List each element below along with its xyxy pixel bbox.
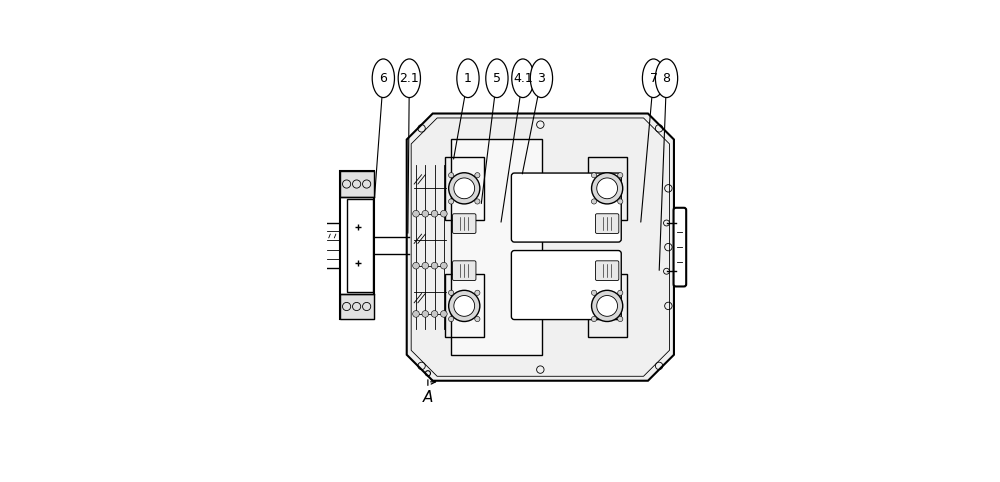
Circle shape [592,290,623,321]
Text: 8: 8 [663,72,671,85]
Ellipse shape [655,59,678,97]
Circle shape [591,173,597,178]
Circle shape [431,210,438,217]
Circle shape [591,317,597,321]
FancyBboxPatch shape [595,214,619,233]
Circle shape [475,199,480,204]
Ellipse shape [457,59,479,97]
Circle shape [422,310,429,317]
Circle shape [422,210,429,217]
Ellipse shape [642,59,665,97]
Circle shape [449,290,480,321]
Circle shape [591,199,597,204]
FancyBboxPatch shape [453,261,476,281]
Circle shape [449,199,454,204]
Circle shape [618,173,623,178]
Ellipse shape [512,59,534,97]
Text: 1: 1 [464,72,472,85]
Circle shape [440,262,447,269]
FancyBboxPatch shape [511,173,621,242]
Circle shape [413,310,419,317]
FancyBboxPatch shape [340,171,374,197]
Circle shape [592,173,623,204]
Circle shape [449,173,454,178]
Circle shape [475,317,480,321]
Ellipse shape [530,59,553,97]
Circle shape [431,310,438,317]
FancyBboxPatch shape [340,171,374,320]
FancyBboxPatch shape [511,251,621,320]
Circle shape [449,173,480,204]
FancyBboxPatch shape [674,208,686,286]
Circle shape [454,178,475,199]
Circle shape [413,262,419,269]
Ellipse shape [398,59,420,97]
Text: 5: 5 [493,72,501,85]
Text: 4.1: 4.1 [513,72,533,85]
Circle shape [618,199,623,204]
FancyBboxPatch shape [453,214,476,233]
Circle shape [591,290,597,295]
FancyBboxPatch shape [595,261,619,281]
Circle shape [597,295,618,316]
Circle shape [422,262,429,269]
Polygon shape [407,113,674,381]
Circle shape [440,310,447,317]
Text: A: A [423,390,433,405]
Circle shape [431,262,438,269]
Text: 6: 6 [379,72,387,85]
Circle shape [440,210,447,217]
Circle shape [413,210,419,217]
Circle shape [449,290,454,295]
Circle shape [454,295,475,316]
Circle shape [597,178,618,199]
Circle shape [475,173,480,178]
Text: 2.1: 2.1 [399,72,419,85]
FancyBboxPatch shape [347,199,373,292]
Circle shape [475,290,480,295]
Circle shape [618,290,623,295]
FancyBboxPatch shape [340,294,374,320]
FancyBboxPatch shape [451,139,542,355]
Text: 3: 3 [538,72,545,85]
Circle shape [449,317,454,321]
Text: 7: 7 [650,72,658,85]
Ellipse shape [372,59,394,97]
Circle shape [618,317,623,321]
Ellipse shape [486,59,508,97]
